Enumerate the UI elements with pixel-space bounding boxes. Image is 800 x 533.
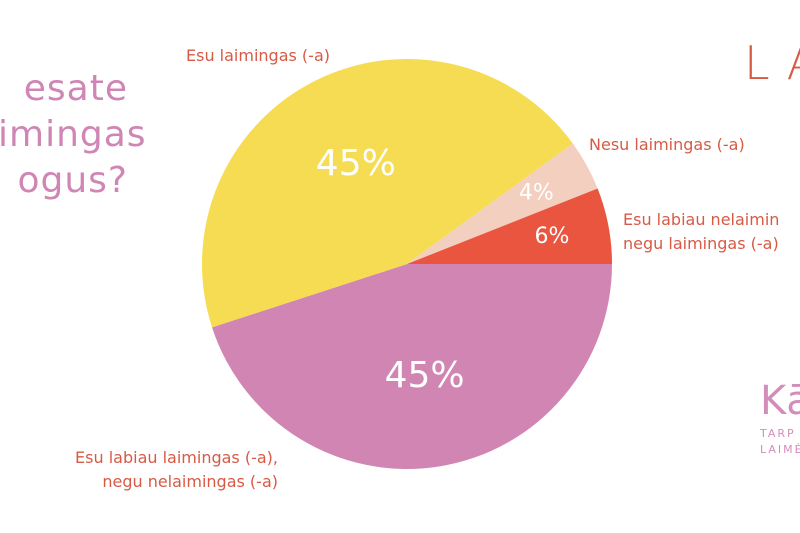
pie-slice — [201, 58, 573, 328]
pie-percent-labels: 45% 45% 4% 6% — [316, 143, 570, 396]
question-line-3: ogus? — [17, 160, 128, 201]
slice-label-esu-laimingas: Esu laimingas (-a) — [186, 46, 330, 65]
pie-slice — [407, 188, 612, 264]
brand-logo-bottom: Kā TARP LAIMĖ — [760, 376, 800, 458]
brand-tagline-2: LAIMĖ — [760, 443, 800, 456]
brand-logo-top: LA — [744, 36, 800, 90]
survey-question: esate imingas ogus? — [0, 66, 147, 204]
slice-percent-label: 4% — [519, 180, 554, 205]
slice-label-line: negu nelaimingas (-a) — [102, 472, 278, 491]
slice-percent-label: 6% — [535, 224, 570, 249]
slice-label-line: Esu labiau nelaimin — [623, 210, 780, 229]
slice-percent-label: 45% — [385, 355, 465, 396]
brand-tagline-1: TARP — [760, 427, 796, 440]
slice-label-labiau-laimingas: Esu labiau laimingas (-a), negu nelaimin… — [48, 446, 278, 494]
slice-label-line: negu laimingas (-a) — [623, 234, 779, 253]
brand-mark: Kā — [760, 378, 800, 424]
slice-label-line: Esu labiau laimingas (-a), — [75, 448, 278, 467]
pie-slice — [212, 264, 612, 469]
slice-label-nesu-laimingas: Nesu laimingas (-a) — [589, 135, 745, 154]
pie-slices — [201, 58, 612, 469]
question-line-2: imingas — [0, 114, 147, 155]
pie-slice — [407, 143, 598, 264]
slice-percent-label: 45% — [316, 143, 396, 184]
question-line-1: esate — [23, 68, 128, 109]
slice-label-labiau-nelaimingas: Esu labiau nelaimin negu laimingas (-a) — [623, 208, 779, 256]
